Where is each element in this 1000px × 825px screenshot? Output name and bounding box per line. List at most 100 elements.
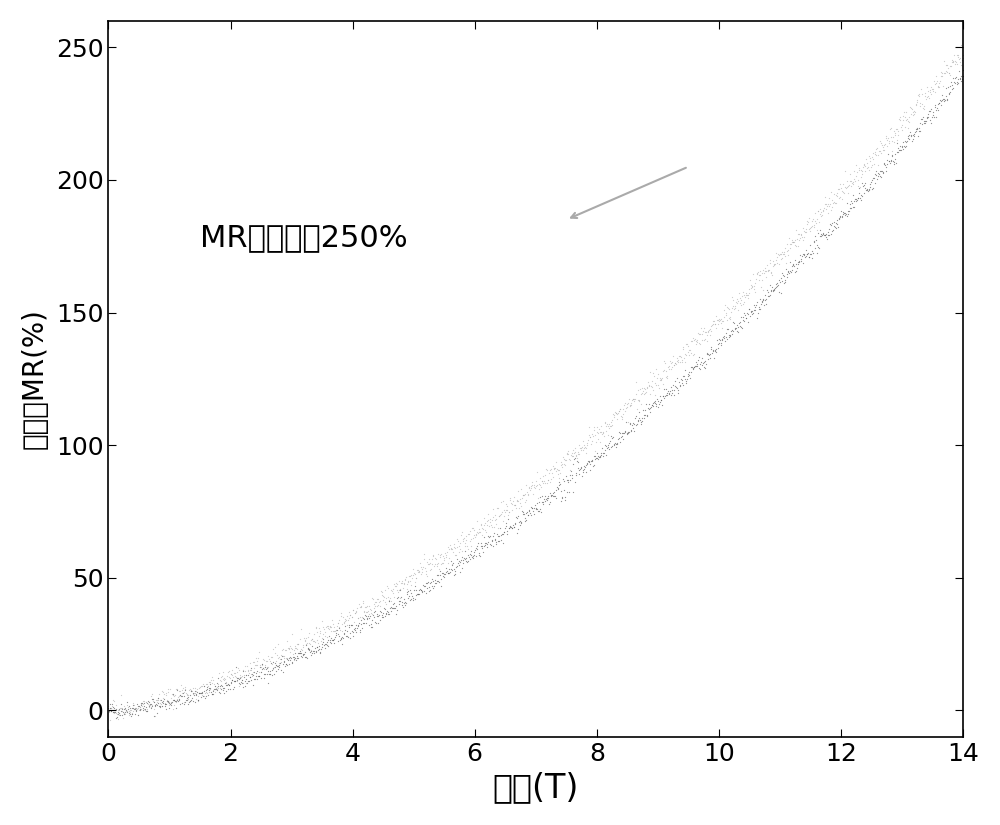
- Point: [210, 677, 226, 691]
- Point: [924, 111, 940, 124]
- Point: [378, 592, 394, 605]
- Point: [523, 509, 539, 522]
- Point: [652, 389, 668, 403]
- Point: [571, 448, 587, 461]
- Point: [634, 411, 650, 424]
- Point: [631, 412, 647, 425]
- Point: [102, 701, 118, 714]
- Point: [886, 156, 902, 169]
- Point: [402, 583, 418, 596]
- Point: [114, 705, 130, 718]
- Point: [655, 389, 671, 403]
- Point: [867, 167, 883, 181]
- Point: [606, 438, 622, 451]
- Point: [231, 672, 247, 686]
- Point: [826, 215, 842, 229]
- Point: [901, 129, 917, 142]
- Point: [628, 375, 644, 389]
- Point: [226, 681, 242, 694]
- Point: [403, 587, 419, 600]
- Point: [518, 494, 534, 507]
- Point: [246, 655, 262, 668]
- Point: [132, 704, 148, 717]
- Point: [429, 557, 445, 570]
- Point: [432, 568, 448, 582]
- Point: [374, 610, 390, 624]
- Point: [734, 290, 750, 303]
- Point: [894, 139, 910, 153]
- Point: [528, 502, 544, 516]
- Point: [534, 489, 550, 502]
- Point: [435, 556, 451, 569]
- Point: [573, 441, 589, 455]
- Point: [123, 710, 139, 723]
- Point: [276, 649, 292, 662]
- Point: [364, 607, 380, 620]
- Point: [824, 216, 840, 229]
- Point: [311, 643, 327, 656]
- Point: [638, 398, 654, 411]
- Point: [729, 296, 745, 309]
- Point: [793, 252, 809, 266]
- Point: [671, 375, 687, 389]
- Point: [773, 271, 789, 285]
- Point: [199, 681, 215, 694]
- Point: [853, 163, 869, 177]
- Point: [179, 687, 195, 700]
- Point: [105, 694, 121, 707]
- Point: [744, 304, 760, 318]
- Point: [823, 218, 839, 231]
- Point: [872, 170, 888, 183]
- Point: [204, 671, 220, 684]
- Point: [529, 496, 545, 509]
- Point: [378, 598, 394, 611]
- Point: [810, 205, 826, 218]
- Point: [824, 200, 840, 214]
- Point: [648, 362, 664, 375]
- Point: [855, 179, 871, 192]
- Point: [817, 190, 833, 203]
- Point: [163, 691, 179, 705]
- Point: [195, 690, 211, 703]
- Point: [812, 202, 828, 215]
- Point: [713, 337, 729, 350]
- Point: [421, 553, 437, 566]
- Point: [461, 527, 477, 540]
- Point: [878, 164, 894, 177]
- Point: [941, 87, 957, 101]
- Point: [270, 662, 286, 675]
- Point: [843, 175, 859, 188]
- Point: [806, 219, 822, 232]
- Point: [171, 692, 187, 705]
- Point: [734, 321, 750, 334]
- Point: [517, 496, 533, 509]
- Point: [639, 409, 655, 422]
- Point: [882, 156, 898, 169]
- Point: [573, 461, 589, 474]
- Point: [889, 133, 905, 146]
- Point: [139, 696, 155, 710]
- Point: [768, 280, 784, 293]
- Point: [207, 680, 223, 693]
- Point: [462, 552, 478, 565]
- Point: [748, 298, 764, 311]
- Point: [425, 582, 441, 595]
- Point: [101, 705, 117, 718]
- Point: [602, 419, 618, 432]
- Point: [281, 651, 297, 664]
- Point: [488, 535, 504, 549]
- Point: [164, 695, 180, 709]
- Point: [511, 515, 527, 528]
- Point: [659, 370, 675, 383]
- Point: [325, 633, 341, 646]
- Point: [691, 361, 707, 374]
- Point: [457, 544, 473, 558]
- Point: [199, 682, 215, 695]
- Point: [894, 140, 910, 153]
- Point: [861, 149, 877, 163]
- Point: [417, 561, 433, 574]
- Point: [434, 567, 450, 580]
- Point: [873, 170, 889, 183]
- Point: [596, 430, 612, 443]
- Point: [336, 615, 352, 629]
